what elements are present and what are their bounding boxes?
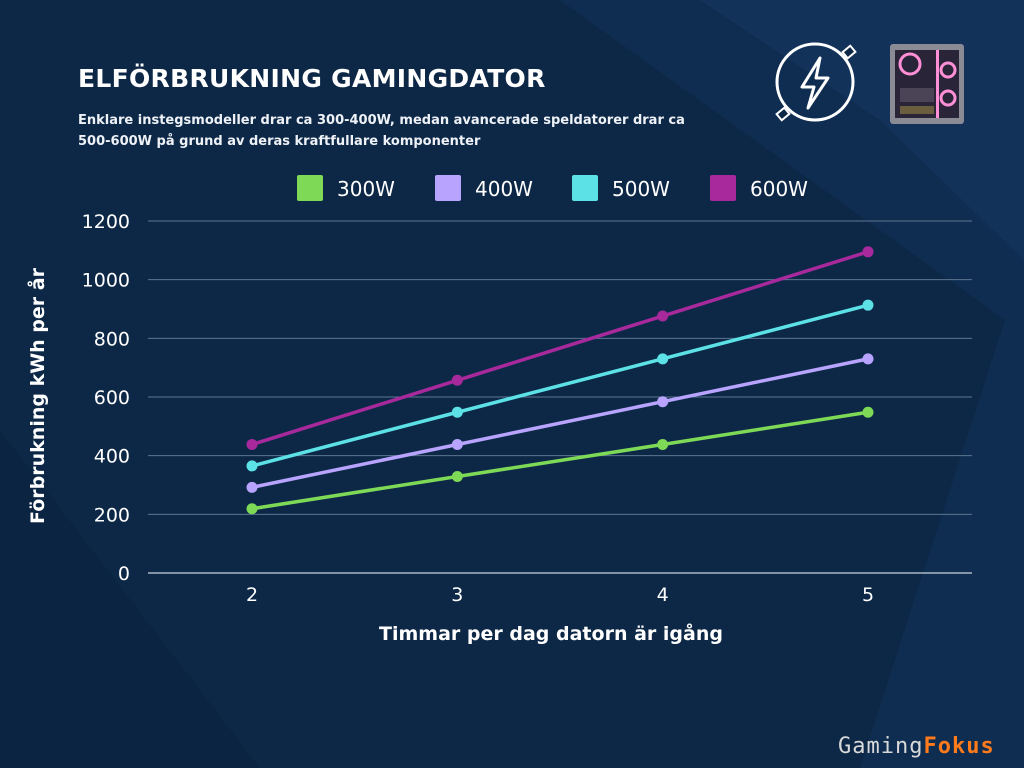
legend-swatch-300W bbox=[297, 175, 323, 201]
brand-part-2: Fokus bbox=[923, 734, 995, 759]
data-point-500W bbox=[657, 353, 669, 365]
chart-grid bbox=[148, 220, 972, 574]
data-point-600W bbox=[657, 310, 669, 322]
data-point-600W bbox=[862, 246, 874, 258]
y-tick-label: 1000 bbox=[82, 270, 130, 292]
x-tick-label: 4 bbox=[657, 584, 669, 606]
data-point-400W bbox=[657, 396, 669, 408]
x-tick-label: 5 bbox=[862, 584, 874, 606]
legend-label-300W: 300W bbox=[337, 177, 395, 201]
data-point-300W bbox=[246, 503, 258, 515]
legend-label-500W: 500W bbox=[612, 177, 670, 201]
series-line-500W bbox=[251, 303, 869, 468]
page-subtitle: Enklare instegsmodeller drar ca 300-400W… bbox=[78, 113, 685, 149]
y-tick-label: 400 bbox=[94, 446, 130, 468]
series-line-300W bbox=[251, 410, 869, 511]
data-point-400W bbox=[451, 439, 463, 451]
page-title: ELFÖRBRUKNING GAMINGDATOR bbox=[78, 64, 546, 93]
data-point-600W bbox=[451, 374, 463, 386]
series-line-600W bbox=[251, 250, 869, 447]
legend-swatch-600W bbox=[710, 175, 736, 201]
gaming-pc-case-icon bbox=[890, 44, 964, 124]
data-point-500W bbox=[451, 406, 463, 418]
x-axis: 2 3 4 5 bbox=[246, 584, 874, 606]
header-icons bbox=[775, 42, 964, 124]
x-tick-label: 3 bbox=[451, 584, 463, 606]
data-point-600W bbox=[246, 439, 258, 451]
y-axis: 0 200 400 600 800 1000 1200 bbox=[82, 211, 130, 585]
legend-swatch-500W bbox=[572, 175, 598, 201]
legend-swatch-400W bbox=[435, 175, 461, 201]
data-point-300W bbox=[451, 470, 463, 482]
y-axis-label: Förbrukning kWh per år bbox=[25, 267, 49, 524]
data-point-400W bbox=[246, 481, 258, 493]
brand-part-1: Gaming bbox=[838, 734, 924, 759]
y-tick-label: 800 bbox=[94, 328, 130, 350]
brand-logo: GamingFokus bbox=[838, 734, 995, 759]
lightning-plug-icon bbox=[775, 42, 857, 122]
y-tick-label: 600 bbox=[94, 387, 130, 409]
data-point-300W bbox=[862, 406, 874, 418]
x-axis-label: Timmar per dag datorn är igång bbox=[379, 621, 723, 645]
y-tick-label: 1200 bbox=[82, 211, 130, 233]
legend-label-400W: 400W bbox=[475, 177, 533, 201]
series-line-400W bbox=[251, 357, 869, 490]
y-tick-label: 0 bbox=[118, 563, 130, 585]
legend-label-600W: 600W bbox=[750, 177, 808, 201]
x-tick-label: 2 bbox=[246, 584, 258, 606]
data-point-400W bbox=[862, 353, 874, 365]
chart-legend: 300W 400W 500W 600W bbox=[297, 175, 808, 201]
y-tick-label: 200 bbox=[94, 504, 130, 526]
chart-series bbox=[246, 246, 874, 515]
data-point-300W bbox=[657, 439, 669, 451]
data-point-500W bbox=[246, 460, 258, 472]
data-point-500W bbox=[862, 299, 874, 311]
